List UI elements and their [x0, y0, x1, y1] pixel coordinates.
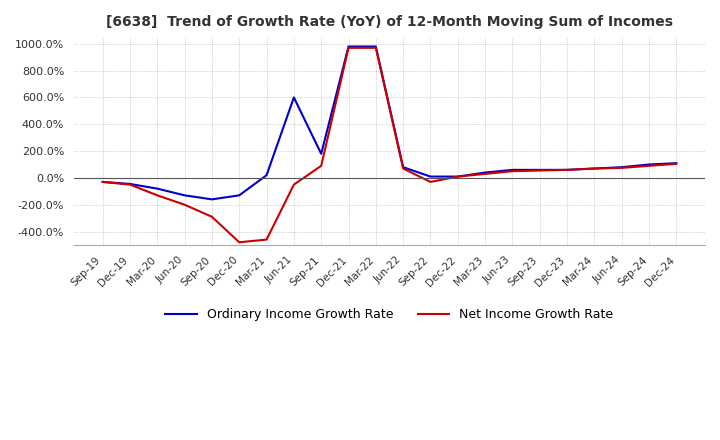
Ordinary Income Growth Rate: [590, 166, 599, 171]
Ordinary Income Growth Rate: [289, 95, 298, 100]
Net Income Growth Rate: [262, 237, 271, 242]
Legend: Ordinary Income Growth Rate, Net Income Growth Rate: Ordinary Income Growth Rate, Net Income …: [161, 303, 618, 326]
Ordinary Income Growth Rate: [153, 186, 161, 191]
Ordinary Income Growth Rate: [317, 151, 325, 156]
Net Income Growth Rate: [536, 168, 544, 173]
Ordinary Income Growth Rate: [262, 172, 271, 178]
Net Income Growth Rate: [317, 163, 325, 169]
Net Income Growth Rate: [153, 193, 161, 198]
Net Income Growth Rate: [344, 45, 353, 51]
Net Income Growth Rate: [590, 166, 599, 171]
Line: Ordinary Income Growth Rate: Ordinary Income Growth Rate: [103, 47, 676, 199]
Net Income Growth Rate: [399, 166, 408, 171]
Net Income Growth Rate: [617, 165, 626, 170]
Net Income Growth Rate: [372, 45, 380, 51]
Ordinary Income Growth Rate: [372, 44, 380, 49]
Ordinary Income Growth Rate: [126, 181, 135, 187]
Net Income Growth Rate: [644, 163, 653, 169]
Ordinary Income Growth Rate: [207, 197, 216, 202]
Line: Net Income Growth Rate: Net Income Growth Rate: [103, 48, 676, 242]
Net Income Growth Rate: [235, 240, 243, 245]
Net Income Growth Rate: [99, 179, 107, 184]
Ordinary Income Growth Rate: [99, 179, 107, 184]
Ordinary Income Growth Rate: [536, 167, 544, 172]
Net Income Growth Rate: [563, 167, 572, 172]
Ordinary Income Growth Rate: [644, 162, 653, 167]
Ordinary Income Growth Rate: [399, 165, 408, 170]
Net Income Growth Rate: [180, 202, 189, 207]
Ordinary Income Growth Rate: [180, 193, 189, 198]
Ordinary Income Growth Rate: [563, 167, 572, 172]
Ordinary Income Growth Rate: [344, 44, 353, 49]
Title: [6638]  Trend of Growth Rate (YoY) of 12-Month Moving Sum of Incomes: [6638] Trend of Growth Rate (YoY) of 12-…: [106, 15, 673, 29]
Net Income Growth Rate: [207, 214, 216, 220]
Net Income Growth Rate: [508, 169, 517, 174]
Net Income Growth Rate: [289, 182, 298, 187]
Ordinary Income Growth Rate: [426, 174, 435, 179]
Net Income Growth Rate: [454, 174, 462, 179]
Ordinary Income Growth Rate: [617, 165, 626, 170]
Net Income Growth Rate: [672, 161, 680, 166]
Ordinary Income Growth Rate: [508, 167, 517, 172]
Ordinary Income Growth Rate: [235, 193, 243, 198]
Net Income Growth Rate: [126, 182, 135, 187]
Ordinary Income Growth Rate: [454, 174, 462, 179]
Net Income Growth Rate: [426, 179, 435, 184]
Ordinary Income Growth Rate: [672, 161, 680, 166]
Net Income Growth Rate: [481, 171, 490, 176]
Ordinary Income Growth Rate: [481, 170, 490, 175]
